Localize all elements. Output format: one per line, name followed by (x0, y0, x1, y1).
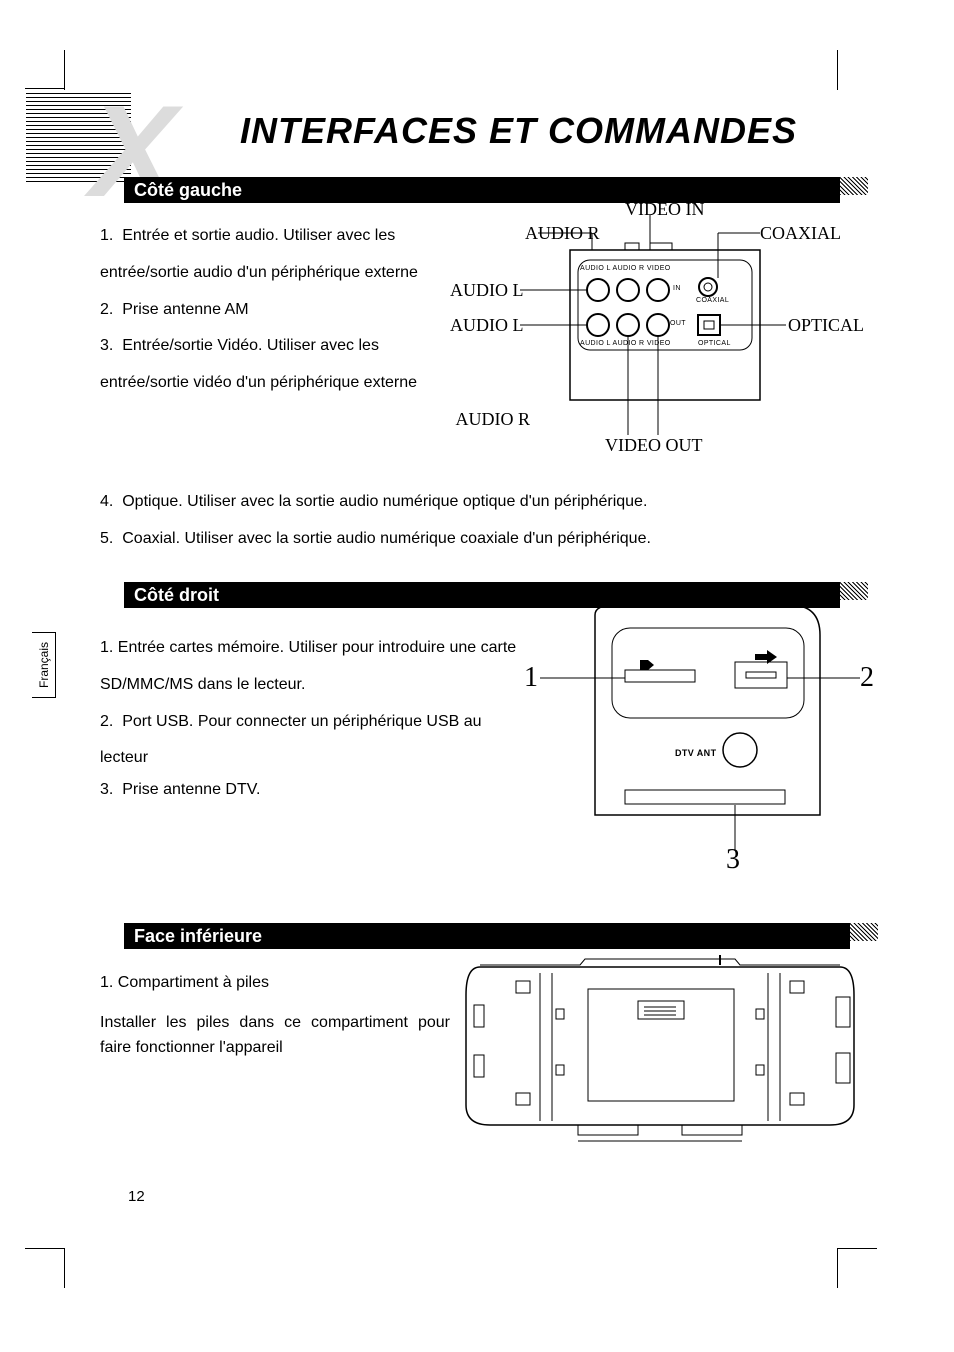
list-item: 3. Prise antenne DTV. (100, 777, 530, 803)
list-item-text: Prise antenne AM (122, 301, 248, 318)
label-optical: OPTICAL (788, 315, 864, 336)
section-heading-label: Côté droit (134, 585, 219, 606)
label-audio-r-top: AUDIO R (525, 223, 595, 244)
crop-mark (837, 1248, 838, 1288)
list-item-text: Entrée cartes mémoire. Utiliser pour int… (100, 639, 516, 693)
decorative-hatch (840, 582, 868, 600)
bottom-section-note: Installer les piles dans ce compartiment… (100, 1010, 450, 1061)
list-item-text: Optique. Utiliser avec la sortie audio n… (122, 493, 647, 510)
crop-mark (25, 88, 65, 89)
section-heading-bottom: Face inférieure (124, 923, 850, 949)
list-item: 2. Prise antenne AM (100, 292, 440, 329)
bottom-svg (460, 955, 860, 1165)
list-item: 1. Entrée cartes mémoire. Utiliser pour … (100, 630, 530, 704)
list-item-text: Prise antenne DTV. (122, 781, 260, 798)
list-item-text: Coaxial. Utiliser avec la sortie audio n… (122, 530, 651, 547)
list-item-text: Compartiment à piles (118, 974, 269, 991)
crop-mark (837, 50, 838, 90)
crop-mark (837, 1248, 877, 1249)
left-section-list: 1. Entrée et sortie audio. Utiliser avec… (100, 218, 440, 402)
callout-2: 2 (860, 662, 874, 694)
tiny-row-in: AUDIO L AUDIO R VIDEO (580, 265, 671, 272)
tiny-in: IN (673, 285, 681, 292)
label-coaxial: COAXIAL (760, 223, 841, 244)
list-item: 1. Compartiment à piles (100, 970, 450, 996)
left-section-list-cont: 4. Optique. Utiliser avec la sortie audi… (100, 484, 840, 558)
language-tab-label: Français (37, 642, 51, 688)
tiny-out: OUT (670, 320, 686, 327)
bottom-section-text: 1. Compartiment à piles Installer les pi… (100, 970, 450, 1061)
section-heading-label: Côté gauche (134, 180, 242, 201)
decorative-hatch (840, 177, 868, 195)
label-video-out: VIDEO OUT (605, 435, 702, 456)
tiny-row-out: AUDIO L AUDIO R VIDEO (580, 340, 671, 347)
right-section-list: 1. Entrée cartes mémoire. Utiliser pour … (100, 630, 530, 803)
list-item: 3. Entrée/sortie Vidéo. Utiliser avec le… (100, 328, 440, 402)
diagram-left-side-ports: VIDEO IN AUDIO R COAXIAL AUDIO L AUDIO L… (450, 205, 870, 455)
page: X INTERFACES ET COMMANDES Français Côté … (0, 0, 954, 1352)
page-number: 12 (128, 1188, 145, 1205)
crop-mark (25, 1248, 65, 1249)
list-item: 2. Port USB. Pour connecter un périphéri… (100, 704, 530, 778)
diagram-right-side-panel: 1 2 3 DTV ANT (540, 600, 880, 870)
list-item-text: Entrée et sortie audio. Utiliser avec le… (100, 227, 418, 281)
callout-3: 3 (726, 844, 740, 876)
section-heading-left: Côté gauche (124, 177, 840, 203)
section-heading-label: Face inférieure (134, 926, 262, 947)
decorative-hatch (850, 923, 878, 941)
diagram-bottom-compartment (460, 955, 860, 1165)
list-item: 1. Entrée et sortie audio. Utiliser avec… (100, 218, 440, 292)
tiny-coax: COAXIAL (696, 297, 729, 304)
crop-mark (64, 50, 65, 90)
language-tab: Français (32, 632, 56, 698)
label-audio-r-bottom: AUDIO R (450, 409, 530, 430)
tiny-dtvant: DTV ANT (675, 748, 716, 758)
page-title: INTERFACES ET COMMANDES (240, 110, 797, 152)
label-audio-l-1: AUDIO L (450, 280, 520, 301)
list-item-text: Port USB. Pour connecter un périphérique… (100, 713, 482, 767)
list-item: 5. Coaxial. Utiliser avec la sortie audi… (100, 521, 840, 558)
tiny-optical: OPTICAL (698, 340, 731, 347)
crop-mark (64, 1248, 65, 1288)
label-video-in: VIDEO IN (625, 199, 704, 220)
callout-1: 1 (524, 662, 538, 694)
right-panel-svg (540, 600, 880, 870)
list-item: 4. Optique. Utiliser avec la sortie audi… (100, 484, 840, 521)
list-item-text: Entrée/sortie Vidéo. Utiliser avec les e… (100, 337, 417, 391)
label-audio-l-2: AUDIO L (450, 315, 520, 336)
watermark-x: X (90, 76, 177, 226)
